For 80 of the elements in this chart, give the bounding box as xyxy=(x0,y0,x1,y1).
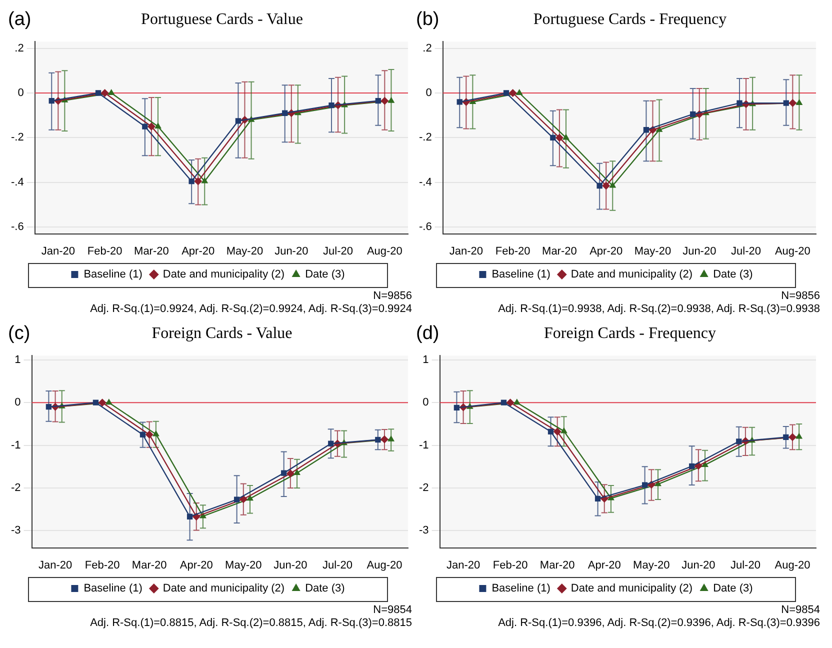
y-tick-label: -.2 xyxy=(418,132,432,144)
x-tick-label: Feb-20 xyxy=(492,559,528,572)
chart-title: Foreign Cards - Value xyxy=(150,325,294,343)
y-tick-label: -.6 xyxy=(10,221,24,234)
chart-title: Portuguese Cards - Frequency xyxy=(532,11,728,29)
x-tick-label: Jan-20 xyxy=(38,559,72,572)
x-tick-label: Jun-20 xyxy=(274,559,308,572)
y-tick-label: -1 xyxy=(11,439,21,452)
y-tick-label: -.2 xyxy=(10,132,24,144)
x-tick-label: Feb-20 xyxy=(84,559,120,572)
y-tick-label: -.4 xyxy=(418,176,432,188)
text: (b) xyxy=(416,9,440,31)
x-tick-label: May-20 xyxy=(634,245,672,258)
x-tick-label: Aug-20 xyxy=(366,559,402,572)
x-tick-label: Aug-20 xyxy=(366,245,402,258)
x-tick-label: Aug-20 xyxy=(774,245,810,258)
y-tick-label: 0 xyxy=(18,87,24,100)
text: N=9854 xyxy=(372,604,412,617)
y-tick-label: 0 xyxy=(426,87,432,100)
legend-label: Date and municipality (2) xyxy=(162,582,285,595)
x-tick-label: Apr-20 xyxy=(180,559,213,572)
x-tick-label: Feb-20 xyxy=(87,245,122,258)
text: Adj. R-Sq.(1)=0.9938, Adj. R-Sq.(2)=0.9938, Adj. R-Sq.(3)=0.9938 xyxy=(497,303,820,316)
x-tick-label: Mar-20 xyxy=(542,245,577,258)
text: (a) xyxy=(8,9,32,31)
text: (c) xyxy=(8,323,32,345)
x-tick-label: Jun-20 xyxy=(274,245,308,258)
x-tick-label: Jan-20 xyxy=(449,245,483,258)
x-tick-label: Jul-20 xyxy=(323,245,354,258)
x-tick-label: Jun-20 xyxy=(682,559,716,572)
y-tick-label: 0 xyxy=(422,396,429,409)
legend-label: Date (3) xyxy=(305,268,345,281)
text: N=9856 xyxy=(372,290,412,303)
y-tick-label: .2 xyxy=(14,42,24,54)
legend-label: Date and municipality (2) xyxy=(570,268,693,281)
x-tick-label: Aug-20 xyxy=(774,559,810,572)
y-tick-label: .2 xyxy=(422,42,432,54)
x-tick-label: May-20 xyxy=(225,559,262,572)
text: (d) xyxy=(416,323,440,345)
y-tick-label: -3 xyxy=(419,524,429,537)
x-tick-label: Mar-20 xyxy=(132,559,167,572)
x-tick-label: Apr-20 xyxy=(182,245,215,258)
x-tick-label: Mar-20 xyxy=(134,245,169,258)
y-tick-label: -.6 xyxy=(418,221,432,234)
x-tick-label: Apr-20 xyxy=(588,559,621,572)
y-tick-label: -2 xyxy=(11,482,21,494)
legend-label: Baseline (1) xyxy=(84,268,142,281)
y-tick-label: -3 xyxy=(11,524,21,537)
legend-label: Date and municipality (2) xyxy=(570,582,693,595)
text: N=9854 xyxy=(780,604,820,617)
legend-label: Date (3) xyxy=(713,582,753,595)
x-tick-label: Jul-20 xyxy=(730,559,760,572)
legend-label: Baseline (1) xyxy=(492,268,550,281)
text: Adj. R-Sq.(1)=0.9396, Adj. R-Sq.(2)=0.9396, Adj. R-Sq.(3)=0.9396 xyxy=(497,617,820,630)
y-tick-label: -.4 xyxy=(10,176,24,188)
y-tick-label: -1 xyxy=(419,439,429,452)
legend-label: Baseline (1) xyxy=(84,582,142,595)
legend-label: Date (3) xyxy=(305,582,345,595)
y-tick-label: 1 xyxy=(422,354,429,366)
text: Adj. R-Sq.(1)=0.9924, Adj. R-Sq.(2)=0.9924, Adj. R-Sq.(3)=0.9924 xyxy=(89,303,412,316)
y-tick-label: 0 xyxy=(14,396,21,409)
text: N=9856 xyxy=(780,290,820,303)
x-tick-label: Feb-20 xyxy=(495,245,530,258)
legend-label: Date (3) xyxy=(713,268,753,281)
x-tick-label: Jun-20 xyxy=(682,245,716,258)
legend-label: Baseline (1) xyxy=(492,582,550,595)
text: Adj. R-Sq.(1)=0.8815, Adj. R-Sq.(2)=0.8815, Adj. R-Sq.(3)=0.8815 xyxy=(89,617,412,630)
legend-label: Date and municipality (2) xyxy=(162,268,285,281)
x-tick-label: May-20 xyxy=(633,559,670,572)
x-tick-label: May-20 xyxy=(226,245,264,258)
chart-title: Portuguese Cards - Value xyxy=(140,11,304,29)
y-tick-label: -2 xyxy=(419,482,429,494)
x-tick-label: Apr-20 xyxy=(590,245,623,258)
y-tick-label: 1 xyxy=(14,354,21,366)
x-tick-label: Jan-20 xyxy=(41,245,75,258)
chart-title: Foreign Cards - Frequency xyxy=(543,325,717,343)
x-tick-label: Jan-20 xyxy=(446,559,480,572)
x-tick-label: Jul-20 xyxy=(322,559,352,572)
x-tick-label: Jul-20 xyxy=(731,245,762,258)
x-tick-label: Mar-20 xyxy=(540,559,575,572)
